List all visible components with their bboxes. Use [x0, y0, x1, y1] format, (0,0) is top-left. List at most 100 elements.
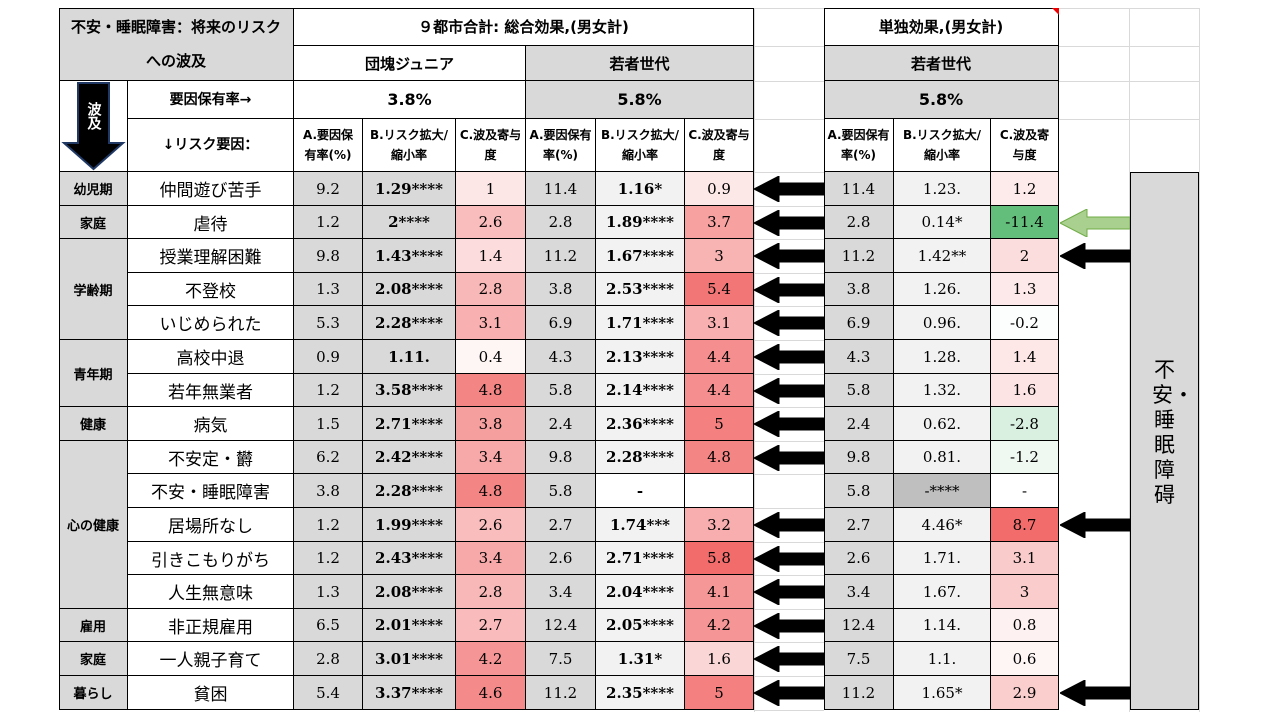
left-arrow-icon	[754, 680, 824, 706]
risk-factor-name: 不安・睡眠障害	[128, 474, 294, 508]
table-left-border	[59, 8, 60, 710]
wakamono-rate: 5.8	[526, 374, 596, 407]
single-rate: 12.4	[824, 609, 894, 642]
risk-factor-name: 人生無意味	[128, 575, 294, 609]
wakamono-rate: 4.3	[526, 340, 596, 374]
dankai-rate: 9.2	[294, 172, 363, 206]
category-label: 家庭	[59, 642, 128, 676]
left-arrow-green-icon	[1060, 209, 1130, 237]
single-rate: 9.8	[824, 441, 894, 474]
wakamono-contribution: 3.7	[685, 206, 754, 239]
single-rate: 6.9	[824, 306, 894, 340]
risk-factor-label: ↓リスク要因：	[128, 119, 294, 172]
col-c-header: C.波及寄与度	[685, 119, 754, 172]
wakamono-risk: 2.71****	[596, 542, 685, 575]
gridline	[754, 374, 824, 375]
wakamono-rate: 9.8	[526, 441, 596, 474]
wakamono-risk: 2.13****	[596, 340, 685, 374]
wakamono-contribution: 3.2	[685, 508, 754, 542]
wakamono-rate: 2.8	[526, 206, 596, 239]
single-effect-header: 単独効果,(男女計)	[824, 8, 1059, 46]
dankai-rate: 6.2	[294, 441, 363, 474]
dankai-risk: 2****	[363, 206, 456, 239]
gridline	[754, 273, 824, 274]
risk-factor-name: 居場所なし	[128, 508, 294, 542]
dankai-contribution: 3.8	[456, 407, 526, 441]
single-risk: 0.81.	[894, 441, 991, 474]
gridline	[754, 575, 824, 576]
category-label: 心の健康	[59, 441, 128, 609]
gridline	[754, 206, 824, 207]
gridline	[754, 474, 824, 475]
wakamono-risk: 1.71****	[596, 306, 685, 340]
gridline	[754, 642, 824, 643]
wakamono-rate: 6.9	[526, 306, 596, 340]
gridline	[754, 8, 824, 9]
dankai-contribution: 4.6	[456, 676, 526, 710]
dankai-risk: 2.28****	[363, 474, 456, 508]
gridline	[1059, 119, 1199, 120]
wakamono-risk: -	[596, 474, 685, 508]
table-left-border	[824, 8, 825, 710]
gridline	[754, 306, 824, 307]
rate-wakamono: 5.8%	[526, 81, 754, 119]
dankai-risk: 2.01****	[363, 609, 456, 642]
wakamono-contribution: 4.4	[685, 340, 754, 374]
risk-factor-name: 非正規雇用	[128, 609, 294, 642]
single-contribution: -2.8	[991, 407, 1059, 441]
dankai-rate: 1.2	[294, 374, 363, 407]
gridline	[754, 119, 824, 120]
wakamono-contribution: 4.1	[685, 575, 754, 609]
total-effect-header: ９都市合計: 総合効果,(男女計)	[294, 8, 754, 46]
wakamono-contribution: 4.8	[685, 441, 754, 474]
left-arrow-icon	[754, 378, 824, 404]
single-contribution: 3	[991, 575, 1059, 609]
wakamono-rate: 7.5	[526, 642, 596, 676]
down-arrow-icon	[61, 81, 126, 170]
dankai-contribution: 2.6	[456, 508, 526, 542]
single-contribution: 1.3	[991, 273, 1059, 306]
single-rate: 4.3	[824, 340, 894, 374]
gridline	[754, 508, 824, 509]
wakamono-risk: 2.36****	[596, 407, 685, 441]
single-rate: 2.7	[824, 508, 894, 542]
wakamono-risk: 1.31*	[596, 642, 685, 676]
single-contribution: 1.4	[991, 340, 1059, 374]
wakamono-contribution	[685, 474, 754, 508]
single-rate: 3.8	[824, 273, 894, 306]
dankai-risk: 2.28****	[363, 306, 456, 340]
wakamono-contribution: 4.2	[685, 609, 754, 642]
gridline	[1199, 8, 1200, 712]
col-c-header: C.波及寄与度	[991, 119, 1059, 172]
single-contribution: 0.8	[991, 609, 1059, 642]
single-rate: 7.5	[824, 642, 894, 676]
left-arrow-icon	[754, 344, 824, 370]
hakyu-label: 波及	[85, 102, 102, 130]
single-contribution: 0.6	[991, 642, 1059, 676]
dankai-rate: 1.2	[294, 206, 363, 239]
single-risk: 1.23.	[894, 172, 991, 206]
category-label: 青年期	[59, 340, 128, 407]
dankai-contribution: 2.7	[456, 609, 526, 642]
left-arrow-icon	[754, 310, 824, 336]
category-label: 家庭	[59, 206, 128, 239]
dankai-risk: 2.08****	[363, 575, 456, 609]
single-rate: 2.8	[824, 206, 894, 239]
dankai-risk: 2.43****	[363, 542, 456, 575]
single-risk: 0.96.	[894, 306, 991, 340]
risk-factor-name: 病気	[128, 407, 294, 441]
category-label: 暮らし	[59, 676, 128, 710]
gen-wakamono-header: 若者世代	[526, 46, 754, 81]
wakamono-contribution: 3.1	[685, 306, 754, 340]
wakamono-rate: 12.4	[526, 609, 596, 642]
gridline	[1059, 46, 1199, 47]
dankai-rate: 1.2	[294, 542, 363, 575]
rate-single: 5.8%	[824, 81, 1059, 119]
gridline	[754, 8, 755, 712]
wakamono-risk: 2.04****	[596, 575, 685, 609]
wakamono-risk: 2.28****	[596, 441, 685, 474]
category-label: 学齢期	[59, 239, 128, 340]
single-rate: 2.6	[824, 542, 894, 575]
dankai-rate: 2.8	[294, 642, 363, 676]
gridline	[754, 81, 824, 82]
